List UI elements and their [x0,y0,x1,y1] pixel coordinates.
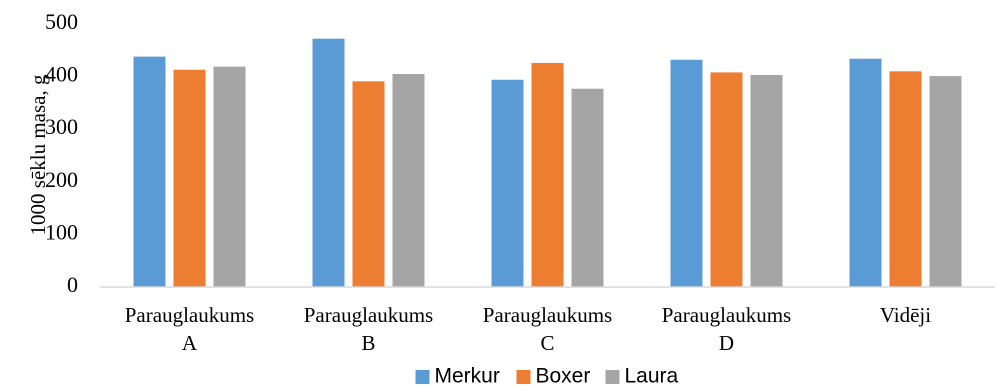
x-category-label: Parauglaukums [662,303,791,327]
x-axis-categories: Parauglaukums A Parauglaukums B Parauglaukum… [125,303,932,355]
bar-laura [213,66,246,287]
y-tick-label: 400 [45,62,78,87]
y-axis-label: 1000 sēklu masa, g [26,74,50,235]
bar-boxer [352,81,385,287]
bar-merkur [670,59,703,287]
y-tick-label: 200 [45,167,78,192]
y-axis-ticks: 0 100 200 300 400 500 [45,9,78,297]
x-category-label: A [182,331,198,355]
y-tick-label: 300 [45,114,78,139]
bar-boxer [889,71,922,287]
x-category-label: Vidēji [880,303,931,327]
legend-label-merkur: Merkur [435,365,500,387]
bar-merkur [312,38,345,288]
legend: Merkur Boxer Laura [415,365,679,387]
x-category-label: D [719,331,734,355]
bar-laura [929,76,962,287]
bar-boxer [710,72,743,287]
y-tick-label: 0 [67,272,78,297]
legend-swatch-merkur [415,370,430,384]
bar-merkur [849,58,882,287]
bar-laura [392,73,425,287]
x-category-label: C [540,331,554,355]
bar-boxer [531,62,564,288]
y-tick-label: 100 [45,219,78,244]
bar-laura [750,75,783,287]
legend-swatch-laura [605,370,620,384]
x-category-label: Parauglaukums [125,303,254,327]
legend-label-boxer: Boxer [536,365,591,387]
x-category-label: Parauglaukums [483,303,612,327]
legend-label-laura: Laura [625,365,679,387]
bar-merkur [133,56,166,287]
y-tick-label: 500 [45,9,78,34]
legend-swatch-boxer [516,370,531,384]
x-category-label: B [361,331,375,355]
x-category-label: Parauglaukums [304,303,433,327]
bar-merkur [491,79,524,287]
bar-boxer [173,69,206,288]
bar-laura [571,88,604,287]
bars [133,38,962,288]
